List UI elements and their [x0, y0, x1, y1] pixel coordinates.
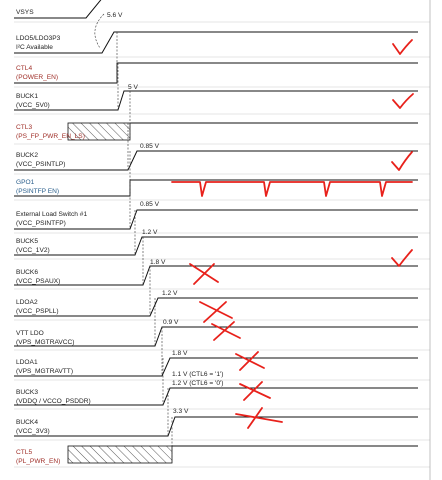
signal-desc: (VCC_PSINTFP) [16, 220, 66, 227]
waveform [14, 150, 418, 171]
signal-name: External Load Switch #1 [16, 211, 87, 218]
signal-name: LDO5/LDO3P3 [16, 35, 61, 42]
waveform [14, 357, 418, 377]
signal-desc: (VDDQ / VCCO_PSDDR) [16, 398, 91, 405]
signal-name: BUCK3 [16, 389, 38, 396]
check-mark [391, 249, 413, 267]
signal-desc: (VCC_PSINTLP) [16, 161, 65, 168]
signal-name: LDOA2 [16, 299, 38, 306]
gpo-scribble [171, 181, 413, 197]
signal-desc: (POWER_EN) [16, 74, 58, 81]
voltage-label: 0.9 V [163, 319, 179, 326]
waveform [14, 297, 418, 317]
voltage-label: 1.8 V [150, 259, 166, 266]
signal-desc: (VCC_3V3) [16, 428, 50, 435]
waveform [14, 387, 418, 406]
signal-name: BUCK5 [16, 238, 38, 245]
waveform [14, 90, 418, 111]
signal-name: VSYS [16, 9, 34, 16]
vsys-arrow [94, 13, 105, 49]
cross-mark [235, 407, 283, 429]
labels: VSYS 5.6 V LDO5/LDO3P3 I²C Available CTL4 (PO… [16, 9, 223, 465]
voltage-label: 1.1 V (CTL6 = '1') [172, 371, 223, 378]
annotations [171, 39, 414, 429]
signal-desc: (VCC_5V0) [16, 102, 50, 109]
voltage-label: 1.2 V [142, 229, 158, 236]
voltage-label: 0.85 V [140, 143, 160, 150]
signal-name: BUCK1 [16, 93, 38, 100]
voltage-label: 3.3 V [173, 408, 189, 415]
signal-desc: (VPS_MGTRAVCC) [16, 339, 75, 346]
cross-mark [239, 381, 271, 401]
signal-desc: (VCC_1V2) [16, 247, 50, 254]
signal-name: CTL3 [16, 124, 32, 131]
signal-name: CTL5 [16, 449, 32, 456]
signal-name: BUCK6 [16, 269, 38, 276]
signal-name: BUCK4 [16, 419, 38, 426]
voltage-label: 1.2 V (CTL6 = '0') [172, 380, 223, 387]
signal-name: CTL4 [16, 65, 32, 72]
voltage-label: 5 V [128, 84, 138, 91]
check-mark [392, 39, 413, 55]
cross-mark [235, 351, 265, 371]
waveform [14, 265, 418, 286]
signal-name: LDOA1 [16, 359, 38, 366]
signal-desc: (PL_PWR_EN) [16, 458, 60, 465]
waveform [14, 236, 418, 256]
signal-name: VTT LDO [16, 330, 44, 337]
signal-desc: (VCC_PSAUX) [16, 278, 60, 285]
waveform [14, 31, 418, 54]
signal-desc: (VPS_MGTRAVTT) [16, 368, 73, 375]
voltage-label: 5.6 V [107, 12, 123, 19]
check-mark [391, 151, 413, 171]
signal-desc: (PS_FP_PWR_EN_LS) [16, 133, 85, 140]
signal-name: GPO1 [16, 179, 35, 186]
signal-name: BUCK2 [16, 152, 38, 159]
waveform [14, 416, 418, 437]
cross-mark [199, 301, 233, 323]
waveform [14, 326, 418, 347]
voltage-label: 1.8 V [172, 350, 188, 357]
waveform [14, 0, 102, 19]
waveform [14, 62, 418, 84]
cross-mark [189, 263, 219, 285]
voltage-label: 1.2 V [162, 290, 178, 297]
waveforms [14, 0, 431, 480]
check-mark [392, 93, 414, 109]
signal-desc: (PSINTFP EN) [16, 188, 59, 195]
signal-desc: I²C Available [16, 44, 53, 51]
cross-mark [211, 321, 241, 341]
voltage-label: 0.85 V [140, 201, 160, 208]
waveform [14, 209, 418, 230]
hatch-box [67, 445, 173, 464]
signal-desc: (VCC_PSPLL) [16, 308, 59, 315]
